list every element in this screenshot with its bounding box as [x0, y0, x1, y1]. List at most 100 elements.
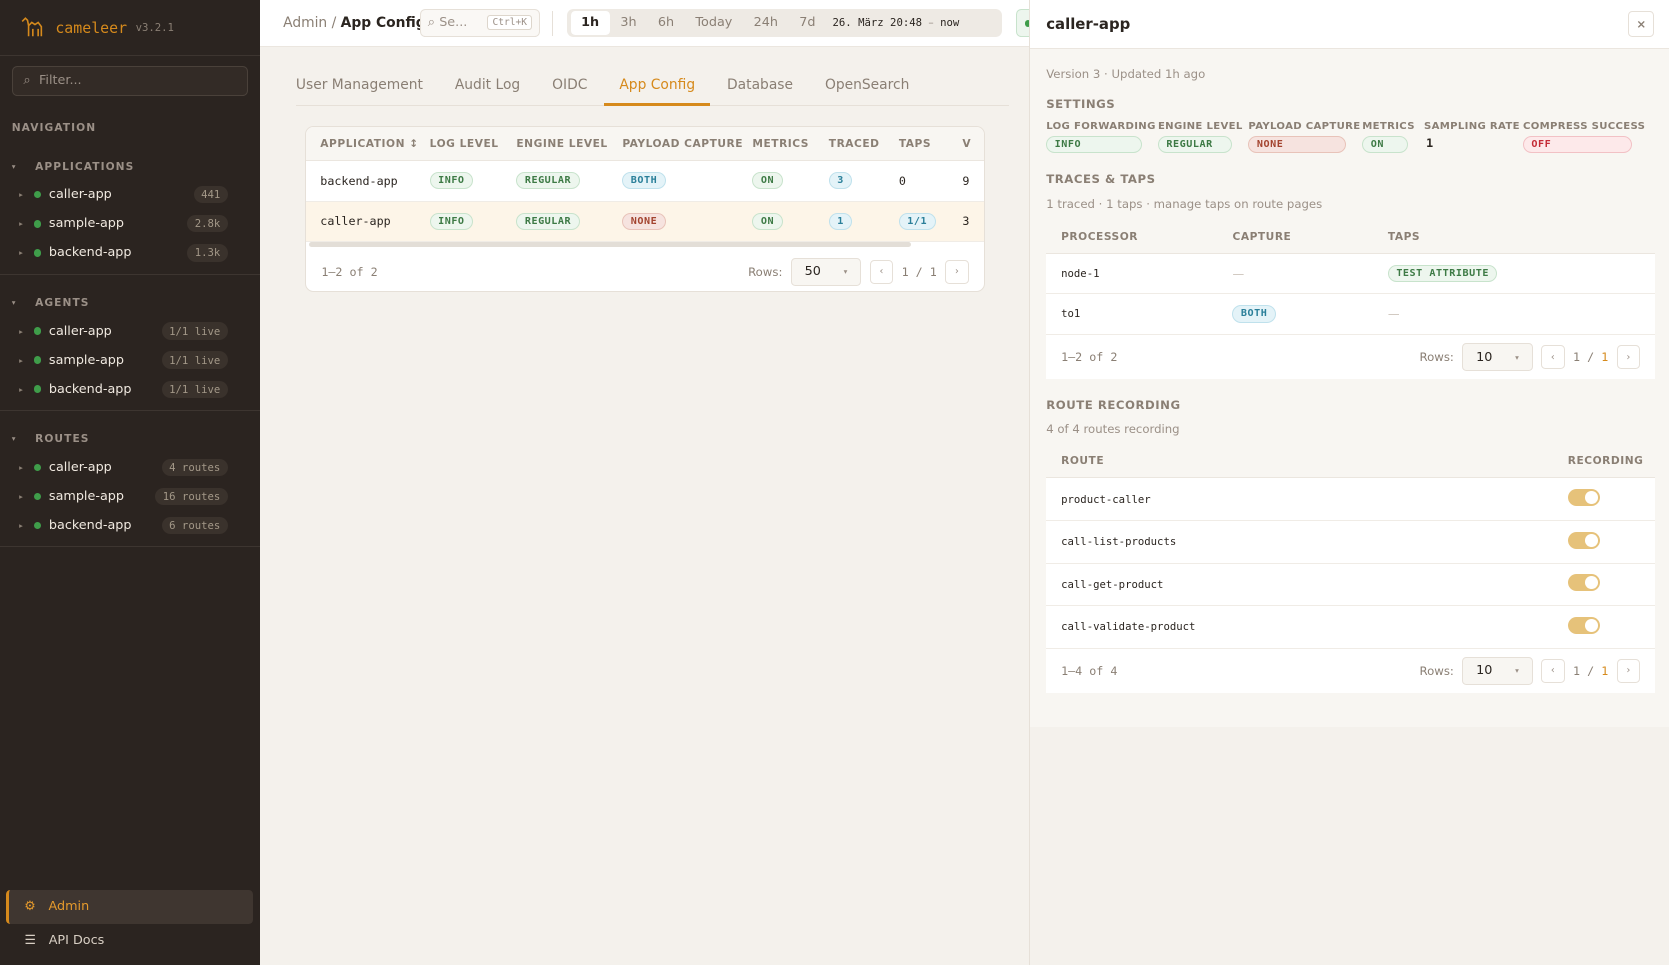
prev-page-button[interactable]: ‹: [869, 260, 894, 284]
breadcrumb-current: App Config: [340, 14, 426, 31]
chevron-down-icon: ▾: [1515, 666, 1519, 676]
prev-page-button[interactable]: ‹: [1541, 659, 1565, 683]
tab-user-management[interactable]: User Management: [295, 76, 423, 93]
rows-per-page-select[interactable]: 10 ▾: [1462, 657, 1533, 685]
route-name: call-get-product: [1046, 563, 1568, 607]
prev-page-button[interactable]: ‹: [1541, 345, 1565, 369]
sidebar-item-sample-app[interactable]: ▸ sample-app 1/1 live: [19, 347, 228, 373]
column-header[interactable]: TAPS: [898, 126, 963, 162]
column-header[interactable]: ENGINE LEVEL: [516, 126, 623, 162]
column-header[interactable]: PAYLOAD CAPTURE: [622, 126, 753, 162]
time-range-6h[interactable]: 6h: [657, 15, 675, 31]
settings-heading: SETTINGS: [1046, 96, 1116, 111]
recording-toggle[interactable]: [1567, 531, 1600, 549]
tab-opensearch[interactable]: OpenSearch: [824, 76, 910, 93]
range-start[interactable]: 26. März 20:48: [832, 16, 923, 30]
sidebar-item-admin[interactable]: ⚙ Admin: [6, 889, 254, 924]
processor-row[interactable]: to1 BOTH —: [1046, 293, 1656, 335]
next-page-button[interactable]: ›: [1616, 345, 1641, 369]
item-count-badge: 1.3k: [187, 244, 228, 262]
app-version: v3.2.1: [135, 21, 174, 35]
engine-badge: REGULAR: [516, 172, 580, 190]
range-end[interactable]: now: [940, 16, 960, 30]
chevron-right-icon: ▸: [19, 462, 23, 472]
table-row[interactable]: caller-app INFO REGULAR NONE ON 1 1/1 3: [306, 201, 984, 243]
taps-badge: TEST ATTRIBUTE: [1387, 264, 1498, 283]
next-page-button[interactable]: ›: [1616, 659, 1641, 683]
rows-per-page-select[interactable]: 10 ▾: [1462, 343, 1533, 371]
time-range-24h[interactable]: 24h: [753, 15, 778, 31]
setting-value-badge[interactable]: REGULAR: [1157, 135, 1233, 153]
status-dot-icon: [34, 327, 42, 335]
traces-meta: 1 traced · 1 taps · manage taps on route…: [1046, 196, 1323, 211]
sidebar-item-api-docs[interactable]: ☰ API Docs: [6, 926, 253, 956]
traces-pagination: 1–2 of 2 Rows: 10 ▾ ‹ 1 / 1 ›: [1046, 335, 1655, 380]
sidebar-item-sample-app[interactable]: ▸ sample-app 2.8k: [19, 211, 228, 237]
setting-value[interactable]: 1: [1426, 135, 1434, 150]
horizontal-scrollbar[interactable]: [306, 242, 984, 248]
tab-audit-log[interactable]: Audit Log: [454, 76, 521, 93]
sidebar-item-caller-app[interactable]: ▸ caller-app 4 routes: [19, 454, 228, 480]
sidebar-group-agents[interactable]: ▾ AGENTS: [12, 296, 90, 309]
page-sep: /: [1587, 663, 1595, 678]
chevron-right-icon: ▸: [19, 219, 23, 229]
recording-toggle[interactable]: [1567, 574, 1600, 592]
sidebar-item-backend-app[interactable]: ▸ backend-app 1/1 live: [19, 376, 228, 402]
time-range-7d[interactable]: 7d: [799, 15, 816, 31]
app-detail-panel: caller-app × Version 3 · Updated 1h ago S…: [1029, 0, 1669, 965]
version-cell: 3: [962, 201, 984, 243]
tab-app-config[interactable]: App Config: [604, 77, 710, 107]
processor-row[interactable]: node-1— TEST ATTRIBUTE: [1046, 253, 1656, 295]
sidebar-item-backend-app[interactable]: ▸ backend-app 1.3k: [19, 240, 228, 266]
chevron-down-icon: ▾: [1515, 352, 1519, 362]
item-label: backend-app: [48, 381, 132, 397]
setting-value-badge[interactable]: NONE: [1248, 135, 1347, 153]
api-docs-label: API Docs: [48, 933, 105, 949]
column-header[interactable]: APPLICATION ↕: [306, 126, 430, 162]
sidebar-group-routes[interactable]: ▾ ROUTES: [12, 432, 90, 445]
sidebar-item-caller-app[interactable]: ▸ caller-app 441: [19, 182, 228, 208]
close-button[interactable]: ×: [1628, 11, 1655, 37]
routes-table: ROUTE RECORDING product-caller call-list-pr…: [1046, 443, 1656, 694]
column-header: ROUTE: [1046, 443, 1568, 479]
setting-value-badge[interactable]: ON: [1362, 135, 1409, 153]
column-header[interactable]: V: [962, 126, 984, 162]
gear-icon: ⚙: [24, 899, 36, 915]
status-dot-icon: [34, 463, 42, 471]
logo[interactable]: cameleer v3.2.1: [19, 15, 174, 41]
tab-oidc[interactable]: OIDC: [552, 76, 588, 93]
column-header[interactable]: METRICS: [752, 126, 829, 162]
page-total: 1: [1601, 350, 1609, 365]
setting-value-badge[interactable]: OFF: [1522, 135, 1632, 153]
sidebar-item-sample-app[interactable]: ▸ sample-app 16 routes: [19, 484, 228, 510]
setting-payload-capture: PAYLOAD CAPTURE NONE: [1248, 121, 1360, 153]
tab-database[interactable]: Database: [727, 76, 794, 93]
column-header[interactable]: LOG LEVEL: [429, 126, 517, 162]
breadcrumb-admin[interactable]: Admin: [283, 14, 328, 31]
time-range-1h[interactable]: 1h: [570, 11, 610, 35]
recording-toggle[interactable]: [1567, 616, 1600, 634]
time-range-today[interactable]: Today: [695, 15, 733, 31]
sidebar-filter-input[interactable]: ⌕ Filter...: [11, 65, 248, 96]
status-dot-icon: [34, 492, 42, 501]
sidebar-item-caller-app[interactable]: ▸ caller-app 1/1 live: [19, 318, 228, 344]
table-row[interactable]: backend-app INFO REGULAR BOTH ON 3 0 9: [306, 160, 984, 202]
recording-toggle[interactable]: [1567, 489, 1600, 507]
traces-heading: TRACES & TAPS: [1046, 172, 1156, 187]
search-button[interactable]: ⌕ Se... Ctrl+K: [420, 8, 540, 38]
rows-value: 50: [804, 264, 821, 280]
status-dot-icon: [34, 249, 42, 257]
page-total: 1: [1601, 663, 1609, 678]
setting-value-badge[interactable]: INFO: [1046, 135, 1142, 153]
rows-per-page-select[interactable]: 50 ▾: [790, 257, 862, 286]
live-dot-icon: [1024, 20, 1032, 27]
next-page-button[interactable]: ›: [945, 260, 969, 284]
divider: [0, 409, 260, 411]
time-range-3h[interactable]: 3h: [620, 15, 637, 31]
column-header[interactable]: TRACED: [828, 126, 899, 162]
setting-label: COMPRESS SUCCESS: [1522, 121, 1646, 133]
sidebar-group-applications[interactable]: ▾ APPLICATIONS: [12, 160, 135, 173]
sidebar-item-backend-app[interactable]: ▸ backend-app 6 routes: [19, 513, 228, 539]
payload-badge: BOTH: [622, 172, 666, 190]
divider: [0, 55, 260, 57]
